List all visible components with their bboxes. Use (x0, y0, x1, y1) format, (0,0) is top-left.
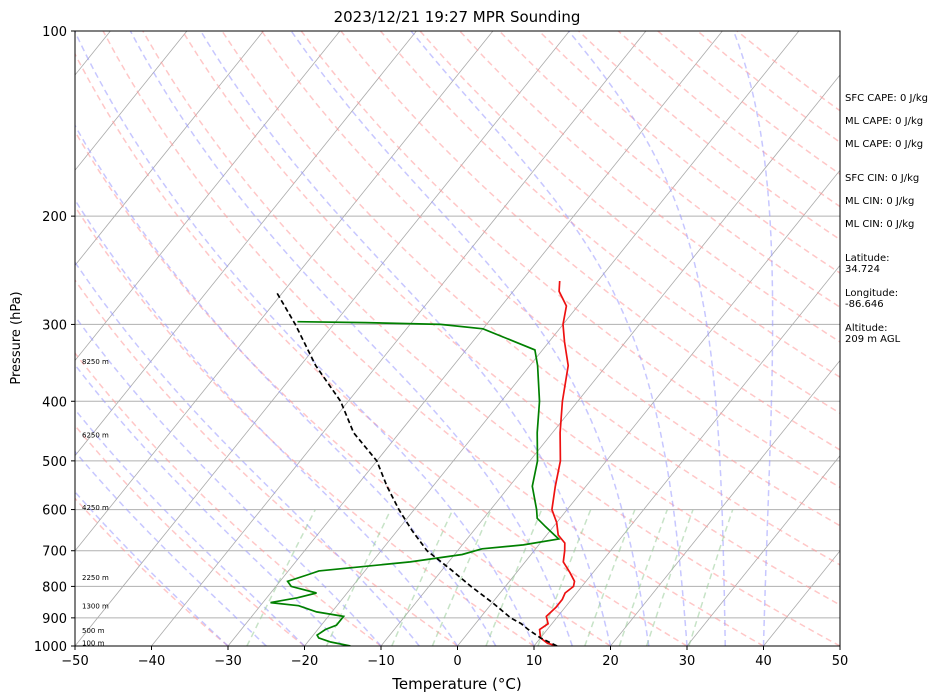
height-label: 8250 m (82, 358, 109, 366)
moist-adiabat-line (568, 31, 727, 646)
moist-adiabat-line (75, 315, 382, 646)
latitude-text: Latitude: 34.724 (845, 253, 890, 275)
sfc-cape-text: SFC CAPE: 0 J/kg (845, 93, 928, 104)
mixing-ratio-line (391, 509, 454, 646)
height-label: 500 m (82, 627, 105, 635)
ml-cin-text-2: ML CIN: 0 J/kg (845, 219, 915, 230)
ml-cape-text-2: ML CAPE: 0 J/kg (845, 139, 924, 150)
height-label: 1300 m (82, 602, 109, 610)
sfc-cin-text: SFC CIN: 0 J/kg (845, 173, 920, 184)
mixing-ratio-line (246, 509, 316, 646)
dry-adiabat-line (459, 31, 840, 343)
ml-cape-text: ML CAPE: 0 J/kg (845, 116, 924, 127)
mixing-ratio-line (431, 509, 492, 646)
x-tick-label: −30 (214, 654, 241, 669)
longitude-text: Longitude: -86.646 (845, 288, 899, 310)
height-label: 100 m (82, 639, 105, 647)
x-tick-label: 10 (526, 654, 543, 669)
isotherm-line (75, 31, 264, 267)
y-tick-label: 300 (42, 318, 67, 333)
moist-adiabat-line (129, 31, 573, 646)
isotherm-line (304, 31, 800, 646)
x-tick-label: −20 (291, 654, 318, 669)
x-tick-label: −50 (61, 654, 88, 669)
x-tick-label: 30 (679, 654, 696, 669)
x-tick-label: −40 (138, 654, 165, 669)
dry-adiabat-line (75, 129, 611, 646)
y-tick-label: 400 (42, 395, 67, 410)
y-axis-label: Pressure (hPa) (9, 291, 24, 384)
isotherm-line (75, 31, 417, 457)
moist-adiabat-line (732, 31, 774, 646)
moist-adiabat-line (290, 31, 650, 646)
dry-adiabat-line (75, 52, 688, 646)
isotherm-line (457, 169, 840, 646)
mixing-ratio-line (485, 509, 543, 646)
moist-adiabat-line (75, 408, 306, 646)
isotherm-line (151, 31, 647, 646)
mixing-ratio-line (325, 509, 392, 646)
isotherm-line (75, 31, 341, 362)
x-tick-label: −10 (367, 654, 394, 669)
height-label: 6250 m (82, 432, 109, 440)
dry-adiabat-line (75, 278, 458, 646)
dry-adiabat-line (260, 31, 840, 527)
mixing-ratio-line (688, 509, 734, 646)
isotherm-line (75, 31, 188, 171)
x-axis-label: Temperature (°C) (391, 675, 521, 693)
y-tick-label: 600 (42, 504, 67, 519)
mixing-ratio-line (537, 509, 592, 646)
ml-cin-text: ML CIN: 0 J/kg (845, 196, 915, 207)
temperature-line (538, 280, 576, 646)
dry-adiabat-line (221, 31, 840, 566)
dry-adiabat-line (181, 31, 840, 606)
x-tick-label: 0 (453, 654, 461, 669)
mixing-ratio-line (584, 509, 636, 646)
moist-adiabat-line (75, 260, 420, 646)
isotherm-line (610, 359, 840, 646)
dry-adiabat-line (75, 205, 535, 646)
moist-adiabat-line (75, 490, 229, 646)
dry-adiabat-line (75, 497, 229, 646)
height-label: 4250 m (82, 504, 109, 512)
isotherm-line (75, 31, 570, 646)
dewpoint-line (270, 320, 561, 646)
mixing-ratio-line (645, 509, 694, 646)
dry-adiabat-line (419, 31, 840, 379)
mixing-ratio-line (618, 509, 669, 646)
altitude-text: Altitude: 209 m AGL (845, 323, 901, 345)
parcel-profile-line (275, 290, 558, 646)
moist-adiabat-line (75, 124, 497, 646)
y-tick-label: 900 (42, 612, 67, 627)
y-tick-label: 700 (42, 545, 67, 560)
chart-title: 2023/12/21 19:27 MPR Sounding (334, 8, 581, 26)
isotherm-line (380, 74, 840, 646)
moist-adiabat-line (75, 198, 459, 646)
y-tick-label: 200 (42, 210, 67, 225)
dry-adiabat-line (498, 31, 840, 309)
isotherm-line (533, 264, 840, 646)
x-tick-label: 50 (832, 654, 849, 669)
y-tick-label: 1000 (34, 640, 67, 655)
moist-adiabat-line (75, 31, 535, 646)
x-tick-label: 20 (602, 654, 619, 669)
dry-adiabat-line (102, 31, 764, 646)
dry-adiabat-line (142, 31, 840, 646)
y-tick-label: 500 (42, 455, 67, 470)
moist-adiabat-line (410, 31, 688, 646)
x-tick-label: 40 (755, 654, 772, 669)
y-tick-label: 800 (42, 580, 67, 595)
isotherm-line (75, 31, 494, 552)
isotherm-line (686, 455, 840, 646)
moist-adiabat-line (75, 450, 267, 646)
dry-adiabat-line (75, 351, 382, 646)
height-label: 2250 m (82, 574, 109, 582)
moist-adiabat-line (200, 31, 612, 646)
y-tick-label: 100 (42, 25, 67, 40)
moist-adiabat-line (75, 363, 344, 646)
isotherm-line (227, 31, 723, 646)
